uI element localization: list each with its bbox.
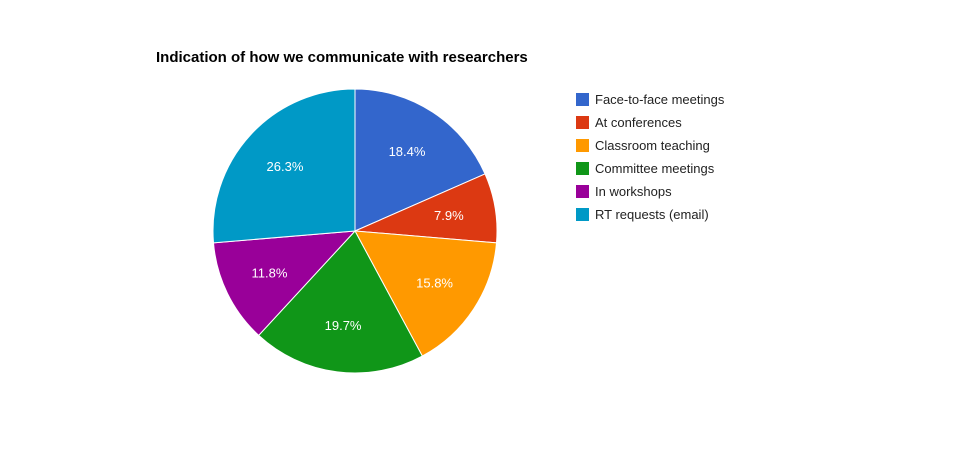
legend-item-committee-meetings[interactable]: Committee meetings (576, 157, 724, 180)
legend-item-in-workshops[interactable]: In workshops (576, 180, 724, 203)
legend-label-face-to-face: Face-to-face meetings (595, 92, 725, 107)
legend-label-rt-requests: RT requests (email) (595, 207, 709, 222)
slice-label-classroom-teaching: 15.8% (416, 276, 453, 291)
chart-title: Indication of how we communicate with re… (156, 49, 528, 66)
legend-swatch-face-to-face (576, 93, 589, 106)
slice-label-at-conferences: 7.9% (434, 208, 464, 223)
legend-swatch-rt-requests (576, 208, 589, 221)
legend-swatch-at-conferences (576, 116, 589, 129)
pie-slice-classroom-teaching[interactable] (354, 230, 498, 357)
slice-label-face-to-face-meetings: 18.4% (389, 144, 426, 159)
legend-item-classroom-teaching[interactable]: Classroom teaching (576, 134, 724, 157)
legend-swatch-committee-meetings (576, 162, 589, 175)
slice-label-committee-meetings: 19.7% (325, 318, 362, 333)
slice-label-rt-requests-email: 26.3% (267, 159, 304, 174)
legend-swatch-in-workshops (576, 185, 589, 198)
pie-slice-in-workshops[interactable] (212, 230, 357, 337)
pie-slice-committee-meetings[interactable] (257, 230, 423, 374)
pie-slice-face-to-face-meetings[interactable] (354, 88, 486, 232)
slice-label-in-workshops: 11.8% (252, 265, 288, 280)
legend-label-in-workshops: In workshops (595, 184, 672, 199)
legend-item-face-to-face[interactable]: Face-to-face meetings (576, 88, 724, 111)
legend-label-at-conferences: At conferences (595, 115, 682, 130)
legend: Face-to-face meetings At conferences Cla… (576, 88, 724, 226)
legend-item-rt-requests[interactable]: RT requests (email) (576, 203, 724, 226)
legend-label-classroom-teaching: Classroom teaching (595, 138, 710, 153)
legend-swatch-classroom-teaching (576, 139, 589, 152)
legend-label-committee-meetings: Committee meetings (595, 161, 715, 176)
pie-slice-rt-requests-email[interactable] (212, 88, 356, 244)
legend-item-at-conferences[interactable]: At conferences (576, 111, 724, 134)
